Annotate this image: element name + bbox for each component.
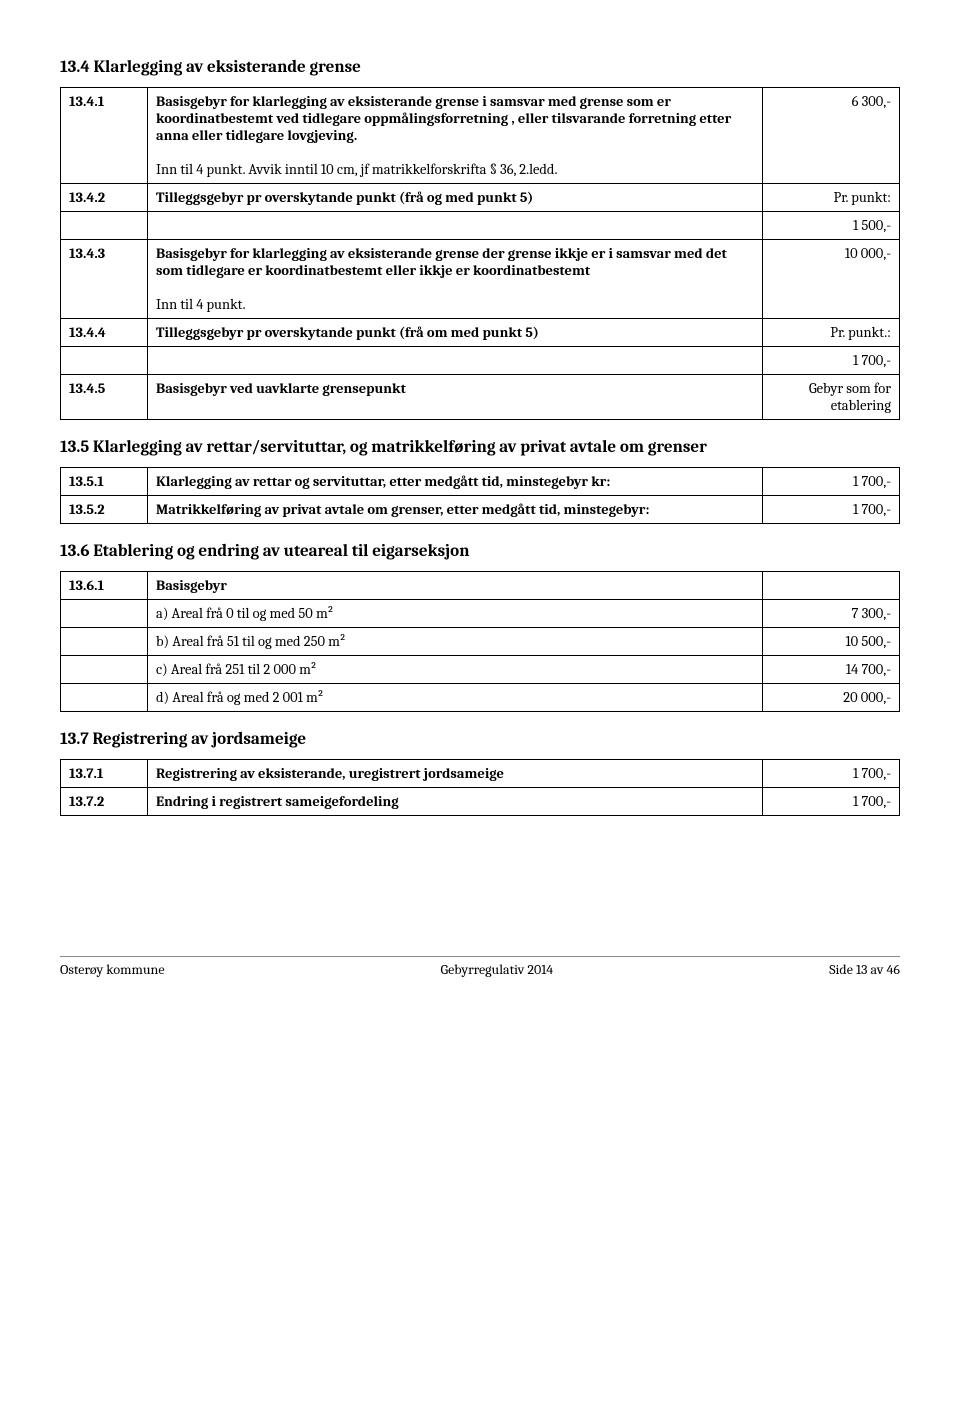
table-row: 13.7.1 Registrering av eksisterande, ure… [61,760,900,788]
row-val: 1 500,- [763,212,900,240]
table-row: a) Areal frå 0 til og med 50 m² 7 300,- [61,600,900,628]
table-row: 13.4.2 Tilleggsgebyr pr overskytande pun… [61,184,900,212]
row-val: 10 000,- [763,240,900,319]
row-num [61,684,148,712]
row-num [61,347,148,375]
row-num [61,628,148,656]
row-num: 13.4.2 [61,184,148,212]
row-num: 13.4.3 [61,240,148,319]
table-row: 1 500,- [61,212,900,240]
table-136: 13.6.1 Basisgebyr a) Areal frå 0 til og … [60,571,900,712]
table-row: 13.6.1 Basisgebyr [61,572,900,600]
row-desc: Registrering av eksisterande, uregistrer… [148,760,763,788]
table-row: c) Areal frå 251 til 2 000 m² 14 700,- [61,656,900,684]
footer-center: Gebyrregulativ 2014 [441,961,554,978]
row-val: Pr. punkt.: [763,319,900,347]
row-num: 13.4.1 [61,88,148,184]
row-val [763,572,900,600]
table-row: 13.4.1 Basisgebyr for klarlegging av eks… [61,88,900,184]
row-val: 1 700,- [763,496,900,524]
row-num: 13.7.1 [61,760,148,788]
row-desc [148,212,763,240]
section-135-title: 13.5 Klarlegging av rettar/servituttar, … [60,438,900,457]
row-num: 13.5.1 [61,468,148,496]
row-desc: b) Areal frå 51 til og med 250 m² [148,628,763,656]
row-desc [148,347,763,375]
table-row: d) Areal frå og med 2 001 m² 20 000,- [61,684,900,712]
row-val: 7 300,- [763,600,900,628]
row-desc: Basisgebyr ved uavklarte grensepunkt [148,375,763,420]
table-row: 13.4.3 Basisgebyr for klarlegging av eks… [61,240,900,319]
row-val: 14 700,- [763,656,900,684]
row-num: 13.4.4 [61,319,148,347]
row-desc: a) Areal frå 0 til og med 50 m² [148,600,763,628]
footer-left: Osterøy kommune [60,961,165,978]
row-val: Gebyr som for etablering [763,375,900,420]
row-desc: Tilleggsgebyr pr overskytande punkt (frå… [148,184,763,212]
footer-right: Side 13 av 46 [829,961,900,978]
table-row: 13.5.1 Klarlegging av rettar og servitut… [61,468,900,496]
row-val: 1 700,- [763,347,900,375]
table-134: 13.4.1 Basisgebyr for klarlegging av eks… [60,87,900,420]
section-137-title: 13.7 Registrering av jordsameige [60,730,900,749]
row-val: 1 700,- [763,760,900,788]
row-num: 13.4.5 [61,375,148,420]
table-row: 1 700,- [61,347,900,375]
row-desc: Basisgebyr [148,572,763,600]
table-row: 13.7.2 Endring i registrert sameigeforde… [61,788,900,816]
page-footer: Osterøy kommune Gebyrregulativ 2014 Side… [60,956,900,978]
row-num [61,656,148,684]
row-desc: Basisgebyr for klarlegging av eksisteran… [148,88,763,184]
row-desc: Matrikkelføring av privat avtale om gren… [148,496,763,524]
row-val: Pr. punkt: [763,184,900,212]
table-row: 13.4.4 Tilleggsgebyr pr overskytande pun… [61,319,900,347]
row-num: 13.6.1 [61,572,148,600]
row-val: 20 000,- [763,684,900,712]
row-desc: Tilleggsgebyr pr overskytande punkt (frå… [148,319,763,347]
row-desc: Klarlegging av rettar og servituttar, et… [148,468,763,496]
table-row: 13.4.5 Basisgebyr ved uavklarte grensepu… [61,375,900,420]
row-desc: c) Areal frå 251 til 2 000 m² [148,656,763,684]
row-desc: Basisgebyr for klarlegging av eksisteran… [148,240,763,319]
row-desc: d) Areal frå og med 2 001 m² [148,684,763,712]
table-row: 13.5.2 Matrikkelføring av privat avtale … [61,496,900,524]
table-row: b) Areal frå 51 til og med 250 m² 10 500… [61,628,900,656]
row-num [61,212,148,240]
row-desc: Endring i registrert sameigefordeling [148,788,763,816]
section-136-title: 13.6 Etablering og endring av uteareal t… [60,542,900,561]
row-val: 6 300,- [763,88,900,184]
table-137: 13.7.1 Registrering av eksisterande, ure… [60,759,900,816]
table-135: 13.5.1 Klarlegging av rettar og servitut… [60,467,900,524]
section-134-title: 13.4 Klarlegging av eksisterande grense [60,58,900,77]
row-val: 10 500,- [763,628,900,656]
row-num [61,600,148,628]
row-num: 13.7.2 [61,788,148,816]
row-val: 1 700,- [763,788,900,816]
row-num: 13.5.2 [61,496,148,524]
row-val: 1 700,- [763,468,900,496]
